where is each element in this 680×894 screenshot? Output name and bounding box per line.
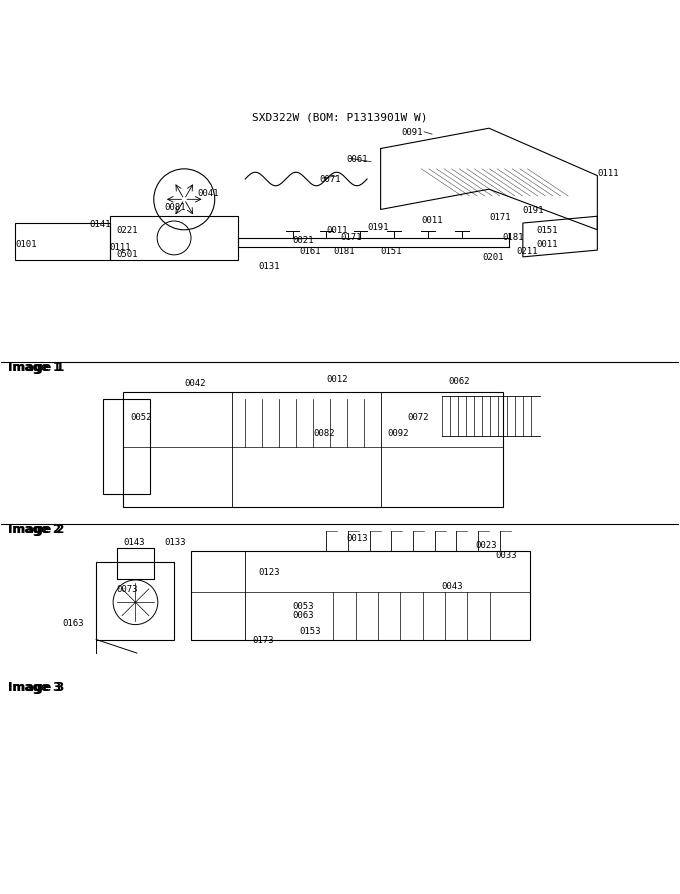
Text: SXD322W (BOM: P1313901W W): SXD322W (BOM: P1313901W W): [252, 112, 428, 122]
Text: 0053: 0053: [292, 602, 314, 611]
Text: 0081: 0081: [164, 202, 186, 211]
Text: 0073: 0073: [116, 585, 138, 594]
Text: Image 1: Image 1: [8, 360, 61, 374]
Text: 0151: 0151: [381, 247, 402, 256]
Text: Image 3: Image 3: [8, 680, 61, 694]
Text: 0211: 0211: [516, 247, 538, 256]
Text: 0011: 0011: [422, 215, 443, 225]
Text: 0072: 0072: [408, 412, 429, 421]
Text: 0042: 0042: [184, 378, 206, 387]
Text: 0131: 0131: [258, 261, 280, 270]
Text: 0161: 0161: [299, 247, 321, 256]
Text: 0181: 0181: [503, 232, 524, 241]
Text: 0153: 0153: [299, 627, 321, 636]
Text: 0021: 0021: [292, 236, 314, 245]
Text: 0181: 0181: [333, 247, 355, 256]
Text: 0011: 0011: [537, 240, 558, 249]
Text: 0111: 0111: [109, 243, 131, 252]
Text: 0063: 0063: [292, 611, 314, 620]
Text: 0082: 0082: [313, 429, 335, 438]
Text: Image 2: Image 2: [8, 523, 61, 536]
Text: 0062: 0062: [448, 376, 470, 385]
Text: Image 1: Image 1: [8, 360, 65, 374]
Text: 0191: 0191: [523, 206, 545, 215]
Text: 0171: 0171: [340, 232, 362, 241]
Text: 0061: 0061: [347, 155, 369, 164]
Text: Image 2: Image 2: [8, 523, 65, 536]
Text: 0023: 0023: [475, 541, 497, 550]
Text: 0013: 0013: [347, 534, 369, 543]
Text: 0173: 0173: [252, 636, 273, 645]
Text: 0141: 0141: [90, 219, 111, 228]
Text: 0043: 0043: [441, 581, 463, 590]
Text: 0123: 0123: [258, 568, 280, 577]
Text: Image 3: Image 3: [8, 680, 65, 694]
Text: 0092: 0092: [388, 429, 409, 438]
Text: 0012: 0012: [326, 375, 348, 384]
Text: 0221: 0221: [116, 226, 138, 235]
Text: 0191: 0191: [367, 223, 388, 232]
Text: 0171: 0171: [489, 213, 511, 222]
Text: 0163: 0163: [63, 619, 84, 628]
Text: 0091: 0091: [401, 128, 422, 137]
Text: 0041: 0041: [198, 189, 219, 198]
Text: 0201: 0201: [482, 253, 504, 262]
Text: 0011: 0011: [326, 226, 348, 235]
Text: 0052: 0052: [130, 412, 152, 421]
Text: 0101: 0101: [15, 240, 37, 249]
Text: 0501: 0501: [116, 249, 138, 258]
Text: 0071: 0071: [320, 175, 341, 184]
Text: 0151: 0151: [537, 226, 558, 235]
Text: 0111: 0111: [597, 169, 619, 178]
Text: 0033: 0033: [496, 551, 517, 560]
Text: 0133: 0133: [164, 537, 186, 546]
Text: 0143: 0143: [123, 537, 145, 546]
